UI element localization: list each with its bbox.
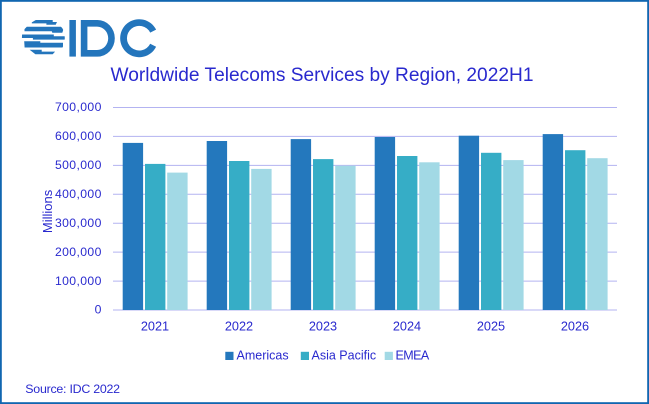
svg-text:2024: 2024 xyxy=(393,320,421,334)
svg-text:100,000: 100,000 xyxy=(55,274,102,288)
svg-text:300,000: 300,000 xyxy=(55,216,102,230)
svg-text:2023: 2023 xyxy=(309,320,337,334)
svg-text:Americas: Americas xyxy=(237,349,289,363)
svg-text:700,000: 700,000 xyxy=(55,100,102,114)
svg-text:Worldwide Telecoms Services by: Worldwide Telecoms Services by Region, 2… xyxy=(111,65,534,86)
svg-text:Source: IDC 2022: Source: IDC 2022 xyxy=(25,382,120,396)
svg-text:400,000: 400,000 xyxy=(55,187,102,201)
svg-text:2021: 2021 xyxy=(141,320,169,334)
svg-text:Asia Pacific: Asia Pacific xyxy=(312,349,377,363)
svg-text:Millions: Millions xyxy=(40,189,55,233)
svg-text:200,000: 200,000 xyxy=(55,245,102,259)
svg-text:2025: 2025 xyxy=(477,320,505,334)
svg-text:2022: 2022 xyxy=(225,320,253,334)
svg-text:EMEA: EMEA xyxy=(396,349,430,363)
svg-text:0: 0 xyxy=(95,303,102,317)
svg-text:500,000: 500,000 xyxy=(55,158,102,172)
svg-text:600,000: 600,000 xyxy=(55,129,102,143)
svg-text:2026: 2026 xyxy=(561,320,589,334)
